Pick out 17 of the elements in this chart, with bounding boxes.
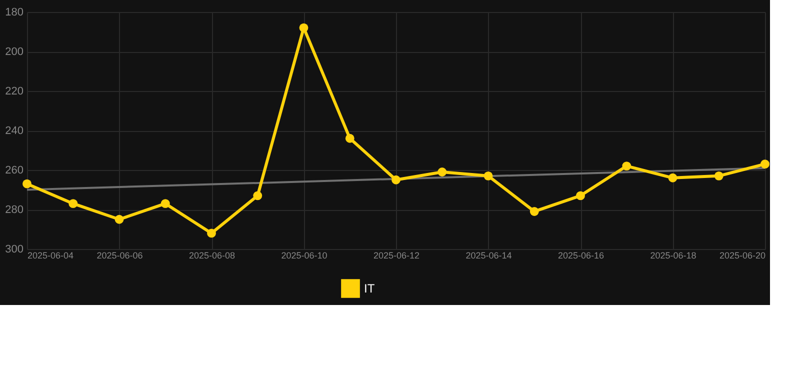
x-tick-label: 2025-06-10 [281, 250, 328, 260]
x-tick-label: 2025-06-14 [466, 250, 512, 260]
y-tick-label: 220 [5, 86, 24, 98]
x-tick-label: 2025-06-06 [96, 250, 143, 260]
x-tick-label: 2025-06-16 [558, 250, 604, 260]
x-tick-label: 2025-06-12 [373, 250, 420, 260]
y-tick-label: 300 [5, 244, 24, 256]
y-tick-label: 280 [5, 204, 24, 216]
y-tick-label: 240 [5, 125, 24, 137]
x-tick-label: 2025-06-04 [28, 250, 74, 260]
legend-label: IT [364, 282, 376, 296]
y-tick-label: 260 [5, 164, 24, 176]
x-tick-label: 2025-06-08 [188, 250, 236, 260]
y-tick-label: 180 [5, 6, 24, 18]
x-tick-label: 2025-06-18 [650, 250, 696, 260]
x-tick-label: 2025-06-20 [719, 250, 766, 260]
y-tick-label: 200 [5, 46, 24, 58]
